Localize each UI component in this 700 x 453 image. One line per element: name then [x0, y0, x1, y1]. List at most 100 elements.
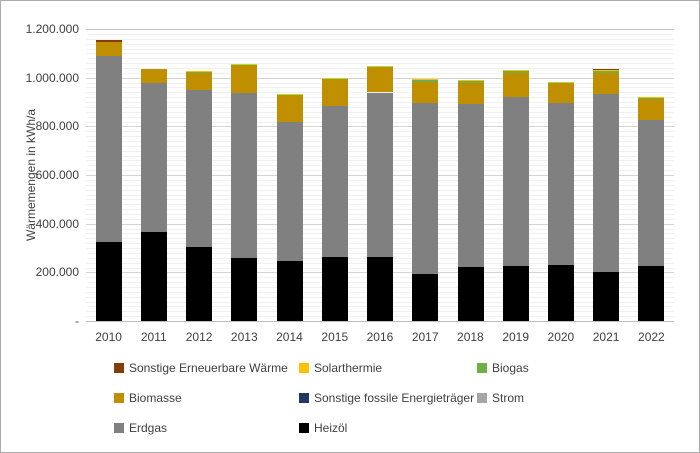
- gridline-minor: [86, 48, 674, 50]
- legend-color-swatch: [114, 423, 124, 433]
- bar-segment-2016-heiz-l: [367, 256, 393, 321]
- bar-segment-2018-erdgas: [457, 104, 484, 268]
- legend-item-biomasse: Biomasse: [114, 391, 299, 405]
- bar-segment-2022-biomasse: [638, 99, 665, 120]
- x-axis-label: 2019: [502, 330, 530, 344]
- bar-segment-2020-biogas: [547, 82, 574, 84]
- bar-segment-2020-solarthermie: [547, 81, 574, 83]
- x-axis-label: 2015: [321, 330, 349, 344]
- bar-segment-2012-biogas: [186, 71, 213, 73]
- x-axis-label: 2012: [185, 330, 213, 344]
- legend-color-swatch: [477, 363, 487, 373]
- bar-segment-2017-biomasse: [412, 81, 439, 104]
- y-axis-label: 600.000: [35, 168, 79, 182]
- legend-item-biogas: Biogas: [477, 361, 674, 375]
- bar-segment-2012-biomasse: [186, 72, 213, 91]
- gridline-minor: [86, 58, 674, 60]
- bar-segment-2020-biomasse: [547, 83, 574, 104]
- legend-label: Biomasse: [129, 391, 182, 405]
- bar-segment-2020-heiz-l: [547, 265, 574, 321]
- x-axis-label: 2021: [592, 330, 620, 344]
- bar-segment-2013-biomasse: [231, 65, 258, 94]
- bar-segment-2015-biogas: [321, 78, 348, 81]
- bar-segment-2013-solarthermie: [231, 63, 258, 65]
- bar-segment-2015-biomasse: [321, 80, 348, 107]
- bar-segment-2018-biogas: [457, 81, 484, 83]
- bar-segment-2019-erdgas: [502, 96, 529, 267]
- bar-segment-2014-heiz-l: [276, 261, 303, 321]
- bar-segment-2019-biomasse: [502, 72, 529, 97]
- bar-segment-2021-erdgas: [593, 94, 620, 273]
- legend-item-sonstige-erneuerbare-w-rme: Sonstige Erneuerbare Wärme: [114, 361, 299, 375]
- bar-segment-2010-erdgas: [95, 55, 122, 242]
- bar-segment-2021-biomasse: [593, 72, 620, 95]
- bar-segment-2010-biomasse: [95, 41, 122, 56]
- y-axis-label: 1.000.000: [25, 70, 79, 85]
- bar-segment-2021-biogas: [593, 71, 620, 73]
- bar-segment-2022-heiz-l: [638, 265, 665, 321]
- bar-segment-2019-biogas: [502, 71, 529, 73]
- bar-segment-2010-sonstige-erneuerbare-w-rme: [95, 39, 122, 42]
- bar-segment-2011-biomasse: [140, 68, 167, 83]
- legend-label: Sonstige fossile Energieträger: [314, 391, 475, 405]
- bar-segment-2021-heiz-l: [593, 272, 620, 321]
- y-axis-label: 200.000: [35, 265, 79, 280]
- bar-segment-2017-solarthermie: [412, 79, 439, 81]
- bar-segment-2014-erdgas: [276, 121, 303, 262]
- legend-item-strom: Strom: [477, 391, 674, 405]
- y-axis-label: 800.000: [35, 119, 79, 134]
- y-axis-label: -: [75, 314, 79, 328]
- gridline-minor: [86, 43, 674, 45]
- x-axis-label: 2010: [95, 330, 122, 344]
- bar-segment-2015-erdgas: [321, 106, 348, 257]
- bar-segment-2016-biomasse: [367, 68, 393, 93]
- legend-color-swatch: [114, 393, 124, 403]
- bar-segment-2022-solarthermie: [638, 96, 665, 98]
- x-axis-label: 2020: [547, 330, 575, 344]
- x-axis-label: 2018: [457, 330, 484, 344]
- bar-segment-2013-heiz-l: [231, 257, 258, 321]
- legend-item-erdgas: Erdgas: [114, 421, 299, 435]
- bar-segment-2020-erdgas: [547, 103, 574, 266]
- legend-label: Erdgas: [129, 421, 168, 435]
- bar-segment-2014-biogas: [276, 94, 303, 97]
- bar-segment-2014-biomasse: [276, 96, 303, 122]
- bar-segment-2018-heiz-l: [457, 267, 484, 321]
- y-axis-label: 400.000: [35, 216, 79, 231]
- x-axis-label: 2022: [638, 330, 665, 344]
- gridline-minor: [86, 38, 674, 40]
- bar-segment-2013-erdgas: [231, 93, 258, 258]
- x-axis-label: 2017: [411, 330, 439, 344]
- x-axis-label: 2011: [140, 330, 167, 344]
- legend-item-heiz-l: Heizöl: [299, 421, 477, 435]
- y-axis-label: 1.200.000: [25, 22, 79, 36]
- bar-segment-2013-biogas: [231, 64, 258, 66]
- legend-label: Sonstige Erneuerbare Wärme: [129, 361, 288, 375]
- bar-segment-2010-heiz-l: [95, 241, 122, 321]
- bar-segment-2012-erdgas: [186, 90, 213, 247]
- bar-segment-2017-heiz-l: [412, 273, 439, 321]
- bar-segment-2016-solarthermie: [367, 65, 393, 67]
- bar-segment-2017-biogas: [412, 80, 439, 82]
- bar-segment-2021-sonstige-erneuerbare-w-rme: [593, 69, 620, 71]
- bar-segment-2015-solarthermie: [321, 77, 348, 79]
- x-axis-label: 2016: [366, 330, 394, 344]
- bar-segment-2022-biogas: [638, 97, 665, 100]
- bar-segment-2011-erdgas: [140, 82, 167, 233]
- bar-segment-2011-heiz-l: [140, 232, 167, 321]
- x-axis-label: 2013: [230, 330, 258, 344]
- legend-item-sonstige-fossile-energietr-ger: Sonstige fossile Energieträger: [299, 391, 477, 405]
- legend-label: Heizöl: [314, 421, 348, 435]
- gridline-minor: [86, 63, 674, 65]
- legend-color-swatch: [114, 363, 124, 373]
- chart-legend: Sonstige Erneuerbare Wärme Solarthermie Bi…: [114, 353, 674, 443]
- legend-label: Biogas: [492, 361, 529, 375]
- bar-segment-2016-biogas: [367, 66, 393, 69]
- legend-label: Strom: [492, 391, 525, 405]
- x-axis-label: 2014: [276, 330, 303, 344]
- bar-segment-2018-solarthermie: [457, 80, 484, 82]
- legend-label: Solarthermie: [314, 361, 383, 375]
- bar-segment-2019-heiz-l: [502, 266, 529, 321]
- bar-segment-2012-heiz-l: [186, 246, 213, 321]
